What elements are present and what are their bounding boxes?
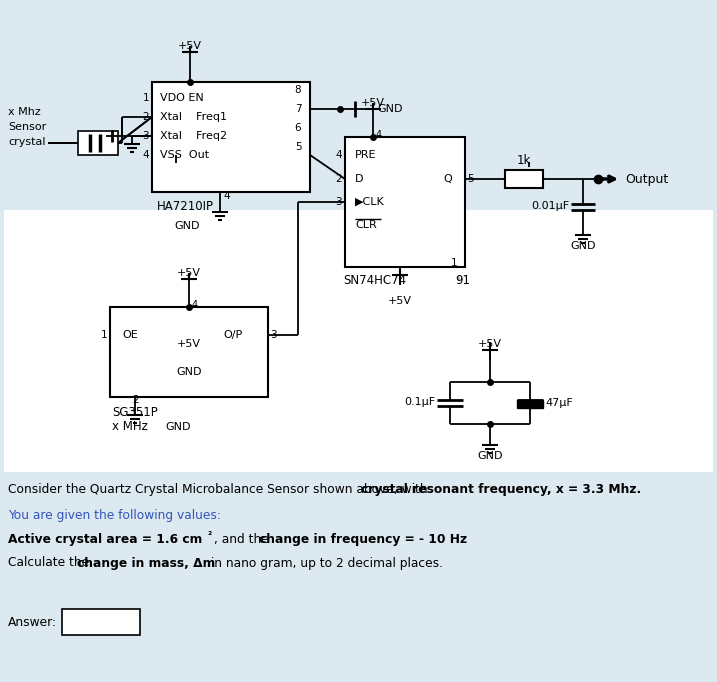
Text: +5V: +5V (177, 268, 201, 278)
Text: OE: OE (122, 330, 138, 340)
Text: 7: 7 (295, 104, 301, 114)
Text: 1: 1 (143, 93, 149, 103)
Text: 4: 4 (192, 300, 198, 310)
Bar (78, 131, 118, 155)
Text: x MHz: x MHz (112, 421, 148, 434)
Bar (110, 307, 268, 397)
Text: crystal: crystal (8, 137, 45, 147)
Text: change in frequency = - 10 Hz: change in frequency = - 10 Hz (259, 533, 467, 546)
Text: GND: GND (377, 104, 402, 114)
Text: 4: 4 (376, 130, 382, 140)
Text: 0.1μF: 0.1μF (404, 397, 435, 407)
Text: 1: 1 (100, 330, 107, 340)
Text: 47μF: 47μF (545, 398, 573, 408)
Text: 4: 4 (223, 191, 229, 201)
Bar (517, 400, 543, 408)
Text: Xtal    Freq1: Xtal Freq1 (160, 112, 227, 122)
Text: HA7210IP: HA7210IP (157, 200, 214, 213)
Text: 8: 8 (295, 85, 301, 95)
Text: VSS  Out: VSS Out (160, 150, 209, 160)
Text: ▶CLK: ▶CLK (355, 197, 385, 207)
Text: GND: GND (176, 367, 201, 377)
Text: GND: GND (174, 221, 200, 231)
Text: ⁱ: ⁱ (457, 276, 459, 286)
Text: x Mhz: x Mhz (8, 107, 41, 117)
Text: 4: 4 (336, 150, 342, 160)
Text: VDO EN: VDO EN (160, 93, 204, 103)
Text: in nano gram, up to 2 decimal places.: in nano gram, up to 2 decimal places. (207, 557, 443, 569)
Text: SG351P: SG351P (112, 406, 158, 419)
Text: +5V: +5V (177, 339, 201, 349)
Text: You are given the following values:: You are given the following values: (8, 509, 221, 522)
Text: SN74HC74: SN74HC74 (343, 274, 406, 288)
Text: GND: GND (570, 241, 596, 251)
Text: +5V: +5V (478, 339, 502, 349)
Text: Active crystal area = 1.6 cm: Active crystal area = 1.6 cm (8, 533, 202, 546)
Text: 1k: 1k (517, 153, 531, 166)
Bar (345, 137, 465, 267)
Text: 1: 1 (451, 258, 457, 268)
Bar (505, 170, 543, 188)
Text: Answer:: Answer: (8, 615, 57, 629)
Text: change in mass, Δm: change in mass, Δm (77, 557, 215, 569)
Text: PRE: PRE (355, 150, 376, 160)
Text: +5V: +5V (178, 41, 202, 51)
Text: Xtal    Freq2: Xtal Freq2 (160, 131, 227, 141)
Text: D: D (355, 174, 364, 184)
Text: 5: 5 (467, 174, 474, 184)
Bar (62, 609, 140, 635)
Text: ²: ² (207, 531, 212, 541)
Text: 5: 5 (295, 142, 301, 152)
Text: +5V: +5V (388, 296, 412, 306)
Text: 3: 3 (336, 197, 342, 207)
Text: GND: GND (165, 422, 191, 432)
Text: 2: 2 (336, 174, 342, 184)
Bar (4, 210, 713, 472)
Text: 4: 4 (143, 150, 149, 160)
Text: 3: 3 (270, 330, 277, 340)
Text: +5V: +5V (361, 98, 385, 108)
Text: Q: Q (443, 174, 452, 184)
Text: Consider the Quartz Crystal Microbalance Sensor shown above, with: Consider the Quartz Crystal Microbalance… (8, 484, 432, 496)
Text: 3: 3 (143, 131, 149, 141)
Text: crystal resonant frequency, x = 3.3 Mhz.: crystal resonant frequency, x = 3.3 Mhz. (361, 484, 641, 496)
Bar (152, 82, 310, 192)
Text: 6: 6 (295, 123, 301, 133)
Text: GND: GND (478, 451, 503, 461)
Text: , and the: , and the (214, 533, 272, 546)
Text: Sensor: Sensor (8, 122, 47, 132)
Text: Output: Output (625, 173, 668, 186)
Text: O/P: O/P (223, 330, 242, 340)
Text: 91: 91 (455, 274, 470, 288)
Text: 0.01μF: 0.01μF (531, 201, 569, 211)
Text: CLR: CLR (355, 220, 376, 230)
Text: 2: 2 (132, 395, 138, 405)
Text: 2: 2 (143, 112, 149, 122)
Text: Calculate the: Calculate the (8, 557, 93, 569)
